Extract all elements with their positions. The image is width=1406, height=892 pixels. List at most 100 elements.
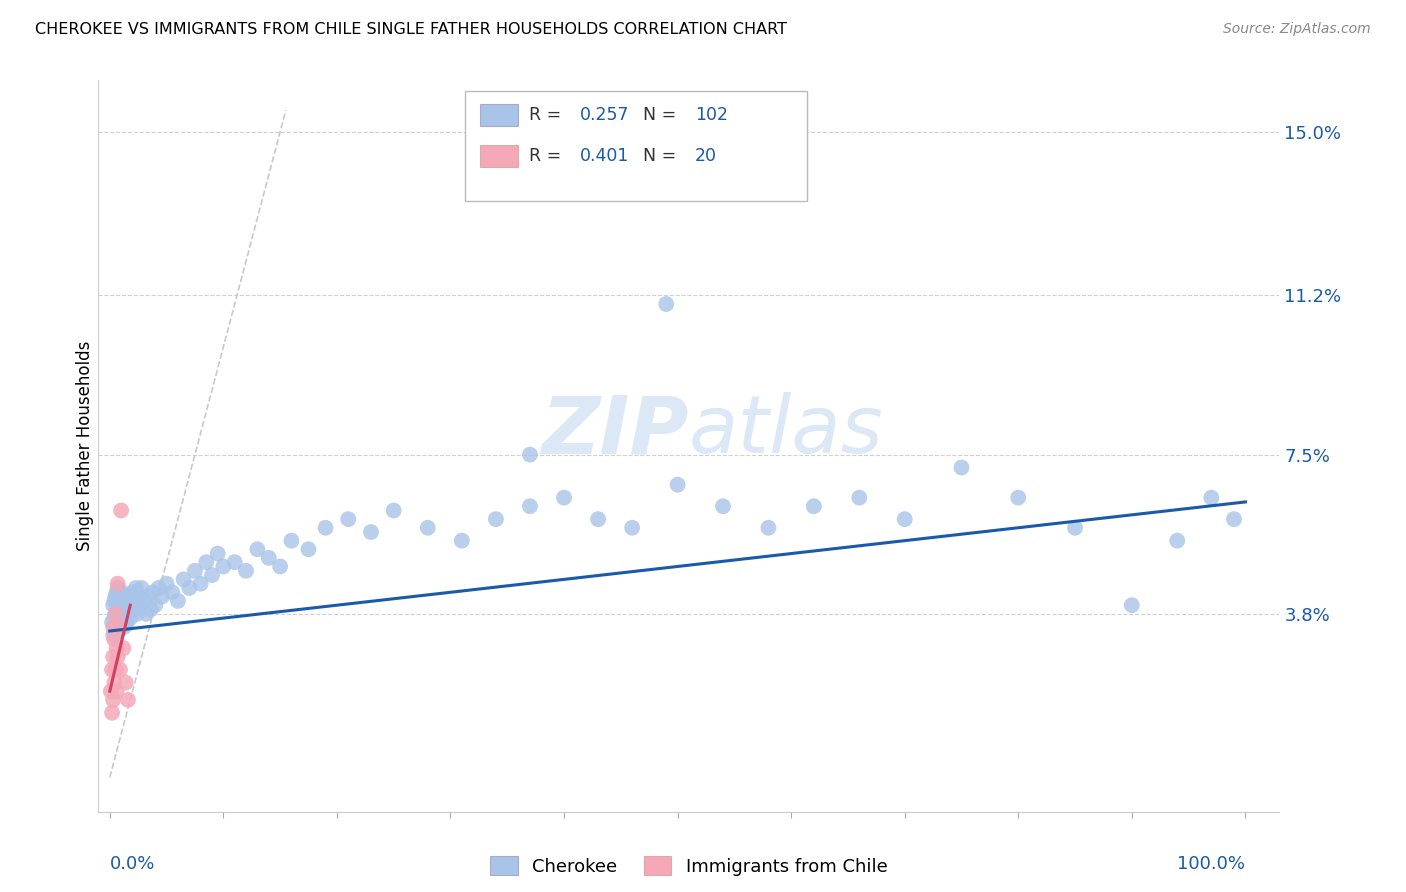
Point bbox=[269, 559, 291, 574]
Point bbox=[360, 524, 382, 539]
Point bbox=[122, 585, 145, 599]
Point bbox=[125, 581, 148, 595]
Point bbox=[173, 573, 195, 587]
Point bbox=[416, 521, 439, 535]
Point bbox=[519, 500, 541, 514]
Point bbox=[1121, 598, 1143, 612]
Point bbox=[107, 598, 129, 612]
Point bbox=[553, 491, 575, 505]
Point bbox=[1201, 491, 1223, 505]
Point bbox=[104, 620, 127, 634]
Point bbox=[195, 555, 218, 569]
Text: 100.0%: 100.0% bbox=[1177, 855, 1246, 872]
Point bbox=[108, 585, 131, 599]
Point bbox=[621, 521, 644, 535]
Point bbox=[107, 620, 129, 634]
Point bbox=[114, 594, 136, 608]
Text: Source: ZipAtlas.com: Source: ZipAtlas.com bbox=[1223, 22, 1371, 37]
Point bbox=[108, 598, 131, 612]
Point bbox=[142, 585, 165, 599]
Point bbox=[485, 512, 508, 526]
Point bbox=[167, 594, 190, 608]
Point bbox=[803, 500, 825, 514]
Point bbox=[103, 649, 125, 664]
Y-axis label: Single Father Households: Single Father Households bbox=[76, 341, 94, 551]
Point bbox=[1064, 521, 1087, 535]
Point bbox=[103, 611, 125, 625]
Point bbox=[103, 620, 125, 634]
Legend: Cherokee, Immigrants from Chile: Cherokee, Immigrants from Chile bbox=[491, 856, 887, 876]
Point bbox=[117, 590, 139, 604]
Point bbox=[107, 607, 129, 621]
Point bbox=[125, 607, 148, 621]
Point bbox=[382, 503, 405, 517]
Point bbox=[519, 448, 541, 462]
Point bbox=[114, 675, 136, 690]
Point bbox=[103, 693, 125, 707]
Point bbox=[1007, 491, 1029, 505]
Text: R =: R = bbox=[530, 146, 567, 165]
Point bbox=[108, 602, 131, 616]
Point bbox=[162, 585, 183, 599]
Point bbox=[104, 590, 127, 604]
Point bbox=[135, 607, 157, 621]
Point bbox=[280, 533, 302, 548]
Point bbox=[155, 576, 177, 591]
Point bbox=[100, 684, 122, 698]
Text: N =: N = bbox=[643, 106, 682, 124]
Point bbox=[190, 576, 212, 591]
Point bbox=[101, 663, 124, 677]
Point bbox=[114, 602, 136, 616]
Point bbox=[179, 581, 201, 595]
Point bbox=[139, 602, 162, 616]
Point bbox=[110, 620, 132, 634]
Point bbox=[103, 624, 125, 638]
Point bbox=[104, 607, 127, 621]
Text: atlas: atlas bbox=[689, 392, 884, 470]
Point bbox=[101, 615, 124, 630]
Point bbox=[128, 598, 150, 612]
Point bbox=[118, 602, 141, 616]
Point bbox=[337, 512, 360, 526]
Point bbox=[711, 500, 734, 514]
Point bbox=[143, 598, 166, 612]
Point bbox=[108, 624, 131, 638]
Text: 20: 20 bbox=[695, 146, 717, 165]
Point bbox=[104, 663, 127, 677]
Point bbox=[184, 564, 207, 578]
Point bbox=[848, 491, 870, 505]
Point bbox=[111, 585, 134, 599]
Point bbox=[108, 615, 131, 630]
FancyBboxPatch shape bbox=[479, 104, 517, 127]
Point bbox=[101, 706, 124, 720]
Point bbox=[758, 521, 780, 535]
Point bbox=[666, 477, 689, 491]
Point bbox=[120, 611, 142, 625]
Point bbox=[1166, 533, 1188, 548]
Point bbox=[107, 581, 129, 595]
Point bbox=[110, 503, 132, 517]
Text: R =: R = bbox=[530, 106, 567, 124]
Point bbox=[105, 684, 128, 698]
Point bbox=[207, 547, 229, 561]
Point bbox=[138, 590, 160, 604]
Point bbox=[212, 559, 235, 574]
Point bbox=[111, 615, 134, 630]
Point bbox=[103, 628, 125, 642]
Point bbox=[108, 590, 131, 604]
Point bbox=[107, 576, 129, 591]
Point bbox=[105, 641, 128, 656]
Point bbox=[121, 602, 143, 616]
Text: ZIP: ZIP bbox=[541, 392, 689, 470]
Point bbox=[117, 607, 139, 621]
Point bbox=[103, 598, 125, 612]
Point bbox=[112, 641, 135, 656]
Point bbox=[114, 611, 136, 625]
Point bbox=[111, 602, 134, 616]
Point bbox=[201, 568, 224, 582]
Point bbox=[950, 460, 973, 475]
Point bbox=[132, 594, 155, 608]
Point bbox=[315, 521, 337, 535]
Point bbox=[131, 581, 153, 595]
Point bbox=[235, 564, 257, 578]
